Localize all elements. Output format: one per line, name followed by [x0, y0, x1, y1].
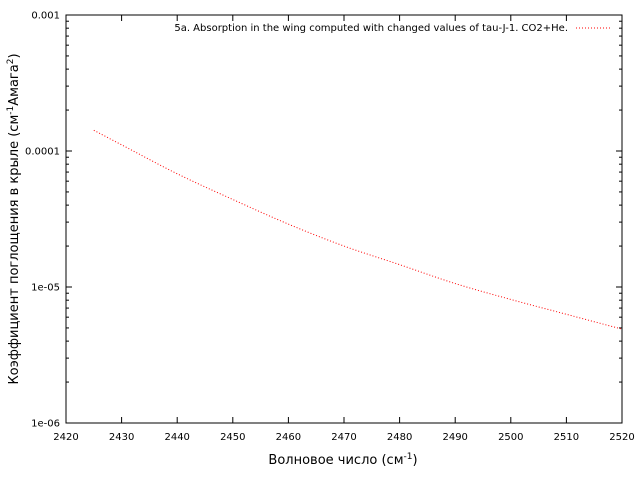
- x-tick-label: 2460: [276, 432, 301, 443]
- x-tick-label: 2470: [331, 432, 356, 443]
- y-axis-title-sup1: -1: [6, 106, 16, 115]
- x-tick-label: 2490: [442, 432, 467, 443]
- plot-frame: [65, 14, 623, 424]
- x-tick-label: 2500: [498, 432, 523, 443]
- y-axis-title-main: Коэффициент поглощения в крыле (см: [7, 115, 22, 385]
- x-tick-label: 2480: [387, 432, 412, 443]
- y-axis-title-end: ): [7, 53, 22, 58]
- x-tick-label: 2520: [609, 432, 634, 443]
- x-tick-label: 2450: [220, 432, 245, 443]
- series-line: [93, 129, 623, 330]
- x-axis-title-sup: -1: [404, 452, 413, 462]
- legend-label: 5a. Absorption in the wing computed with…: [174, 23, 568, 34]
- x-axis-title-end: ): [412, 453, 417, 468]
- x-tick-label: 2440: [164, 432, 189, 443]
- y-tick-label: 0.001: [31, 11, 60, 22]
- series-layer: [93, 129, 623, 330]
- y-tick-label: 1e-05: [31, 283, 60, 294]
- x-axis-title: Волновое число (см-1): [268, 452, 417, 468]
- y-axis-title: Коэффициент поглощения в крыле (см-1Амаг…: [6, 53, 22, 384]
- legend: 5a. Absorption in the wing computed with…: [174, 23, 610, 34]
- x-tick-label: 2430: [109, 432, 134, 443]
- y-axis-title-sup2: 2: [6, 59, 16, 65]
- y-tick-label: 1e-06: [31, 419, 60, 430]
- x-axis-title-main: Волновое число (см: [268, 453, 403, 468]
- y-axis-title-mid: Амага: [7, 64, 22, 105]
- axis-ticks: 2420 2430 2440 2450 2460 2470 2480 2490 2500 2510…: [25, 11, 635, 444]
- x-tick-label: 2420: [53, 432, 78, 443]
- x-tick-label: 2510: [554, 432, 579, 443]
- y-tick-label: 0.0001: [25, 147, 60, 158]
